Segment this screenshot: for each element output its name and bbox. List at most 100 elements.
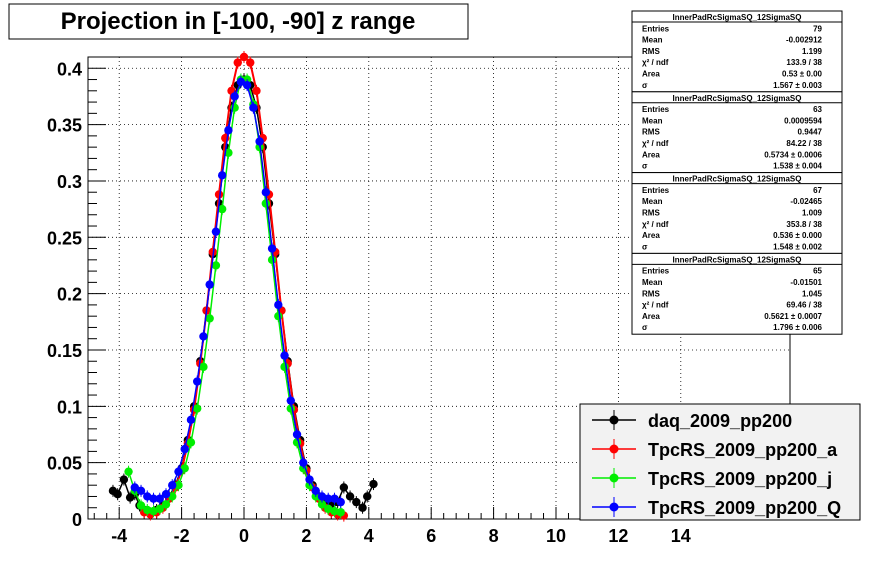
data-point (161, 500, 171, 509)
stats-row-value: -0.01501 (790, 278, 822, 287)
stats-row-label: Area (642, 312, 660, 321)
x-tick-label: 12 (608, 526, 628, 546)
stats-row-label: Area (642, 231, 660, 240)
stats-row-label: Mean (642, 278, 663, 287)
stats-row-label: Area (642, 150, 660, 159)
data-point (193, 404, 202, 413)
y-tick-label: 0 (72, 510, 82, 530)
stats-row-value: -0.002912 (786, 36, 823, 45)
stats-box-title: InnerPadRcSigmaSQ_12SigmaSQ (673, 94, 802, 103)
data-point (161, 490, 171, 499)
chart-title: Projection in [-100, -90] z range (61, 8, 416, 35)
legend-entry: TpcRS_2009_pp200_Q (592, 497, 841, 518)
data-point (239, 52, 249, 62)
legend-marker (609, 473, 619, 483)
data-point (205, 314, 214, 323)
stats-row-label: σ (642, 323, 648, 332)
stats-row-value: 0.53 ± 0.00 (782, 70, 823, 79)
data-point (136, 501, 146, 510)
stats-box-frame (631, 252, 843, 335)
stats-row-label: Entries (642, 105, 670, 114)
data-point (246, 58, 255, 67)
stats-row-value: 1.538 ± 0.004 (773, 162, 822, 171)
stats-row-value: 1.796 ± 0.006 (773, 323, 822, 332)
data-point (174, 480, 183, 490)
legend-entry: daq_2009_pp200 (592, 410, 792, 431)
stats-row-label: χ² / ndf (642, 58, 669, 67)
data-point (155, 504, 164, 514)
data-point (205, 280, 214, 289)
legend-label: TpcRS_2009_pp200_Q (648, 498, 841, 518)
stats-row-value: 1.009 (802, 209, 823, 218)
data-point (369, 479, 378, 489)
data-point (255, 137, 264, 146)
stats-row-value: 63 (813, 105, 822, 114)
stats-box-title: InnerPadRcSigmaSQ_12SigmaSQ (673, 175, 802, 184)
data-point (143, 505, 152, 515)
legend-marker (609, 444, 619, 454)
stats-row-label: RMS (642, 47, 660, 56)
data-point (180, 444, 189, 454)
y-tick-label: 0.1 (57, 397, 82, 417)
data-point (155, 494, 164, 503)
y-tick-label: 0.15 (47, 341, 82, 361)
x-tick-label: 4 (364, 526, 374, 546)
y-tick-label: 0.25 (47, 228, 82, 248)
data-point (352, 497, 361, 507)
y-tick-label: 0.2 (57, 285, 82, 305)
data-point (186, 438, 196, 447)
data-point (168, 480, 177, 490)
stats-row-value: 69.46 / 38 (786, 301, 822, 310)
data-point (261, 188, 271, 197)
data-point (119, 475, 129, 484)
stats-row-value: 1.567 ± 0.003 (773, 81, 822, 90)
legend-marker (609, 502, 619, 512)
data-point (292, 430, 302, 439)
data-point (280, 351, 289, 360)
data-point (149, 494, 158, 503)
data-point (311, 486, 320, 496)
data-point (363, 492, 372, 501)
data-point (136, 486, 146, 496)
data-point (249, 103, 258, 112)
data-point (330, 506, 339, 516)
stats-row-value: 65 (813, 267, 822, 276)
y-tick-label: 0.4 (57, 59, 82, 79)
data-point (113, 490, 122, 499)
data-point (186, 415, 196, 425)
stats-row-value: 1.045 (802, 289, 823, 298)
data-point (199, 332, 208, 341)
x-tick-label: 2 (301, 526, 311, 546)
data-point (224, 126, 233, 135)
legend-label: daq_2009_pp200 (648, 411, 792, 431)
x-tick-label: 8 (489, 526, 499, 546)
data-point (345, 492, 355, 501)
legend-entry: TpcRS_2009_pp200_a (592, 439, 838, 460)
stats-row-value: -0.02465 (790, 197, 822, 206)
legend-marker (609, 415, 619, 425)
data-point (174, 467, 183, 476)
legend-entry: TpcRS_2009_pp200_j (592, 468, 832, 489)
stats-row-label: Entries (642, 24, 670, 33)
stats-row-label: Mean (642, 36, 663, 45)
x-tick-label: 14 (671, 526, 691, 546)
stats-row-label: RMS (642, 128, 660, 137)
data-point (299, 458, 308, 467)
stats-row-label: RMS (642, 209, 660, 218)
y-tick-label: 0.3 (57, 172, 82, 192)
stats-box-frame (631, 172, 843, 254)
data-point (217, 171, 227, 180)
data-point (305, 475, 314, 484)
legend-label: TpcRS_2009_pp200_j (648, 469, 832, 489)
stats-row-value: 0.5621 ± 0.0007 (764, 312, 822, 321)
data-point (230, 92, 239, 101)
stats-row-value: 0.9447 (798, 128, 823, 137)
data-point (242, 80, 252, 90)
data-point (261, 199, 271, 208)
data-point (217, 204, 227, 214)
x-tick-label: 10 (546, 526, 566, 546)
